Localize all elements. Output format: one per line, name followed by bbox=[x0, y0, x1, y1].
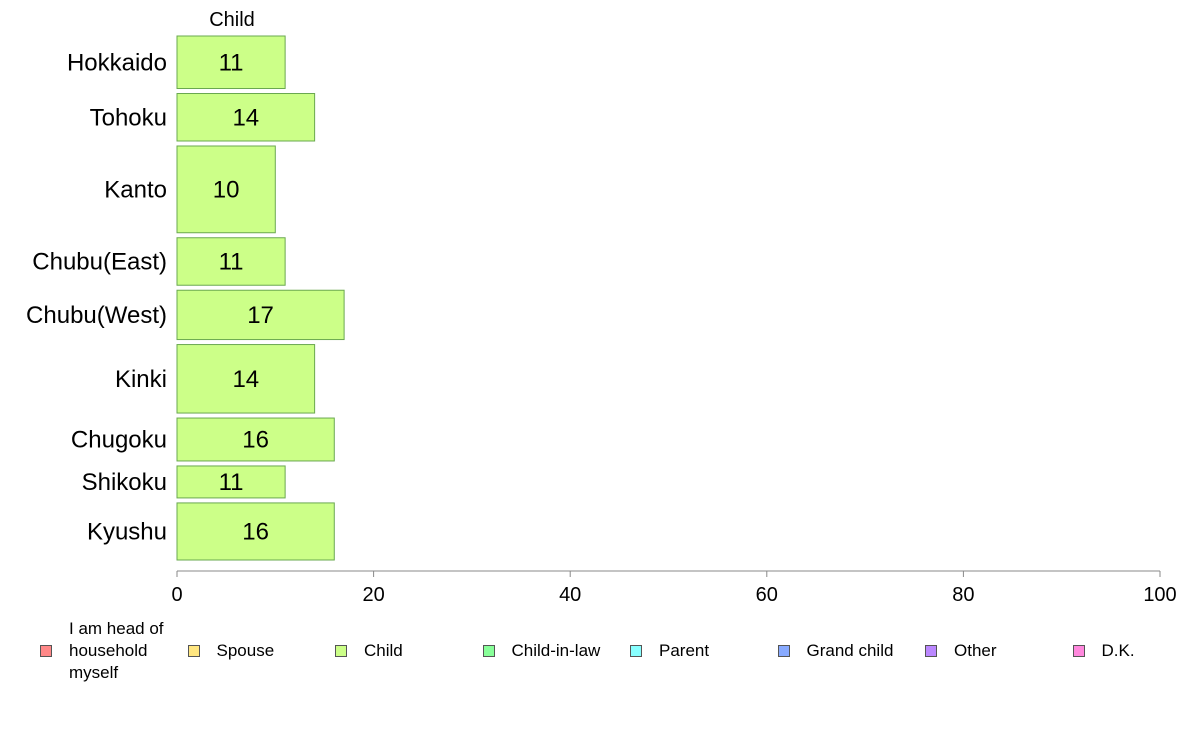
legend-label: Child-in-law bbox=[511, 641, 601, 660]
bars-group: 11 Hokkaido 14 Tohoku 10 Kanto 11 Chubu(East) 17… bbox=[26, 35, 345, 561]
x-tick-label: 80 bbox=[952, 584, 974, 606]
category-label: Chubu(East) bbox=[32, 248, 167, 275]
category-label: Kyushu bbox=[87, 518, 167, 545]
legend-label: I am head of household myself bbox=[69, 619, 164, 682]
bar-value-label: 11 bbox=[219, 49, 244, 76]
x-tick-label: 40 bbox=[559, 584, 581, 606]
legend-item: Child bbox=[335, 618, 403, 684]
legend: I am head of household myself Spouse Child… bbox=[0, 618, 1188, 688]
bar-hokkaido bbox=[176, 35, 286, 90]
category-label: Kinki bbox=[115, 366, 167, 393]
x-tick-label: 20 bbox=[362, 584, 384, 606]
legend-label: Parent bbox=[659, 641, 710, 660]
legend-item: I am head of household myself bbox=[40, 618, 164, 684]
legend-label: Grand child bbox=[806, 641, 894, 660]
legend-label: Spouse bbox=[216, 641, 275, 660]
x-tick-label: 0 bbox=[171, 584, 182, 606]
bar-value-label: 14 bbox=[232, 366, 259, 393]
bar-value-label: 17 bbox=[247, 302, 274, 329]
legend-swatch bbox=[335, 645, 347, 657]
bar-value-label: 10 bbox=[213, 176, 240, 203]
bar-kanto bbox=[176, 145, 276, 234]
bar-value-label: 16 bbox=[242, 427, 269, 454]
category-label: Shikoku bbox=[82, 469, 167, 496]
legend-item: Spouse bbox=[187, 618, 275, 684]
bar-value-label: 11 bbox=[219, 469, 244, 496]
legend-swatch bbox=[482, 645, 495, 657]
bar-value-label: 11 bbox=[219, 248, 244, 275]
bar-shikoku bbox=[176, 465, 286, 499]
x-axis: 0 20 40 60 80 100 bbox=[171, 570, 1177, 606]
legend-swatch bbox=[630, 645, 642, 657]
legend-item: Other bbox=[925, 618, 997, 684]
legend-swatch bbox=[1072, 645, 1085, 657]
legend-label: Other bbox=[954, 641, 997, 660]
bar-kinki bbox=[176, 344, 316, 414]
legend-label: D.K. bbox=[1101, 641, 1135, 660]
x-tick-label: 60 bbox=[756, 584, 778, 606]
bar-tohoku bbox=[176, 93, 316, 142]
legend-item: Parent bbox=[630, 618, 709, 684]
legend-swatch bbox=[40, 645, 52, 657]
chart-title: Child bbox=[209, 9, 255, 31]
legend-swatch bbox=[187, 645, 200, 657]
category-label: Tohoku bbox=[90, 104, 167, 131]
bar-chugoku bbox=[176, 417, 335, 462]
bar-kyushu bbox=[176, 502, 335, 561]
bar-chubu-west bbox=[176, 289, 345, 341]
category-label: Kanto bbox=[104, 176, 167, 203]
bar-chart: Child 11 Hokkaido 14 Tohoku 10 Kanto 11 Chubu(E… bbox=[26, 9, 1177, 606]
legend-label: Child bbox=[364, 641, 403, 660]
legend-swatch bbox=[777, 645, 790, 657]
legend-item: Grand child bbox=[777, 618, 894, 684]
x-tick-label: 100 bbox=[1143, 584, 1176, 606]
legend-item: D.K. bbox=[1072, 618, 1135, 684]
legend-item: Child-in-law bbox=[482, 618, 601, 684]
category-label: Chubu(West) bbox=[26, 302, 167, 329]
category-label: Hokkaido bbox=[67, 49, 167, 76]
bar-value-label: 16 bbox=[242, 518, 269, 545]
category-label: Chugoku bbox=[71, 427, 167, 454]
bar-chubu-east bbox=[176, 237, 286, 286]
legend-swatch bbox=[925, 645, 937, 657]
bar-value-label: 14 bbox=[232, 104, 259, 131]
